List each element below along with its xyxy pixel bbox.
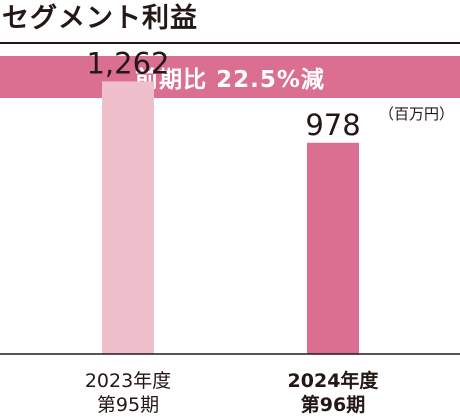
title-underline (0, 42, 460, 44)
value-labels-group: 1,262 978 (86, 46, 360, 141)
bar-2 (307, 142, 359, 354)
chart-title: セグメント利益 (2, 3, 198, 34)
change-banner: 前期比 22.5%減 (0, 56, 460, 98)
bar-value-label-2: 978 (305, 108, 360, 142)
category-period-label-1: 第95期 (97, 394, 159, 416)
unit-label: （百万円） (378, 105, 454, 123)
category-year-label-1: 2023年度 (85, 370, 171, 392)
category-year-label-2: 2024年度 (288, 369, 380, 392)
bar-1 (102, 81, 154, 355)
bar-value-label-1: 1,262 (86, 46, 169, 80)
change-banner-text: 前期比 22.5%減 (135, 67, 325, 93)
category-period-label-2: 第96期 (301, 393, 365, 416)
bars-group (102, 81, 359, 355)
